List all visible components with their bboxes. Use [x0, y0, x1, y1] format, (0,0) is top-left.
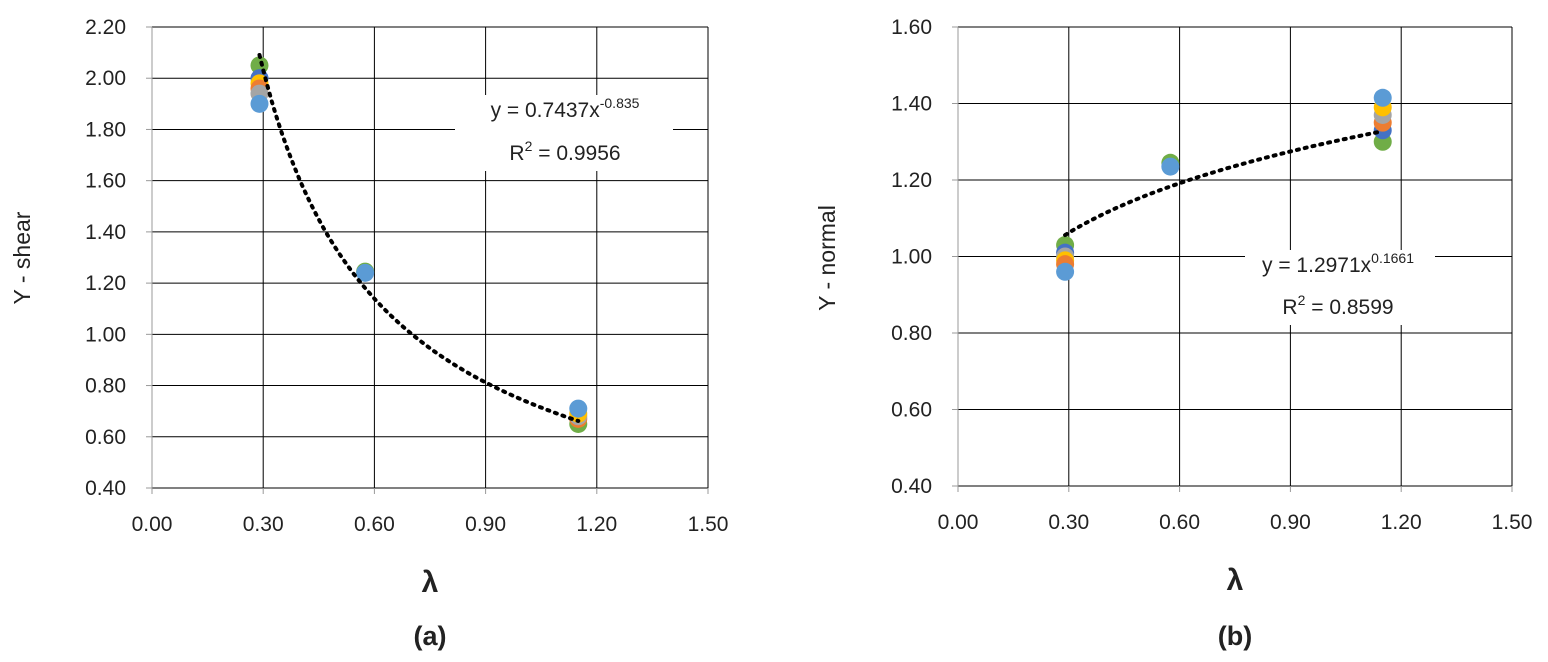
y-tick-label: 1.60	[891, 16, 932, 39]
equation-box	[1245, 250, 1435, 325]
x-tick-label: 1.20	[1381, 511, 1422, 534]
data-point	[1161, 157, 1180, 176]
y-tick-label: 0.40	[891, 475, 932, 498]
y-tick-label: 0.40	[85, 477, 126, 500]
y-axis-label: Y - shear	[9, 211, 35, 304]
y-tick-label: 1.00	[85, 323, 126, 346]
y-tick-label: 0.60	[85, 426, 126, 449]
y-tick-label: 1.60	[85, 170, 126, 193]
y-tick-label: 1.00	[891, 246, 932, 269]
x-tick-label: 0.30	[1048, 511, 1089, 534]
data-point	[1056, 262, 1075, 281]
chart-panel-a: 0.40 0.60 0.80 1.00 1.20 1.40 1.60 1.80 2.00 2.20…	[9, 16, 728, 651]
x-axis-label: λ	[422, 566, 439, 599]
data-point	[250, 94, 269, 113]
panel-label: (b)	[1218, 621, 1252, 651]
x-tick-label: 1.50	[688, 513, 729, 536]
x-axis-label: λ	[1227, 564, 1244, 597]
x-tick-label: 0.00	[132, 513, 173, 536]
r-squared-label: R2 = 0.9956	[509, 138, 620, 165]
y-tick-label: 2.00	[85, 67, 126, 90]
x-tick-label: 0.60	[1159, 511, 1200, 534]
y-axis-label: Y - normal	[814, 205, 840, 311]
chart-panel-b: 0.40 0.60 0.80 1.00 1.20 1.40 1.60 0.00 0.30 0.60…	[814, 16, 1532, 651]
x-tick-label: 0.90	[465, 513, 506, 536]
y-tick-label: 0.80	[85, 375, 126, 398]
trendline-equation: y = 0.7437x-0.835	[491, 95, 640, 122]
x-tick-label: 0.90	[1270, 511, 1311, 534]
data-point	[1373, 88, 1392, 107]
y-tick-label: 1.40	[85, 221, 126, 244]
x-tick-label: 0.00	[938, 511, 979, 534]
data-point	[356, 263, 375, 282]
y-tick-label: 1.20	[85, 272, 126, 295]
x-tick-label: 1.20	[576, 513, 617, 536]
trendline	[257, 53, 581, 423]
y-tick-label: 0.80	[891, 322, 932, 345]
y-tick-label: 1.20	[891, 169, 932, 192]
y-tick-label: 1.40	[891, 93, 932, 116]
y-tick-label: 1.80	[85, 118, 126, 141]
x-tick-label: 0.60	[354, 513, 395, 536]
y-tick-label: 0.60	[891, 399, 932, 422]
trendline-equation: y = 1.2971x0.1661	[1262, 250, 1414, 277]
data-point	[569, 399, 588, 418]
trendline	[1063, 129, 1385, 238]
y-tick-label: 2.20	[85, 16, 126, 39]
x-tick-label: 1.50	[1492, 511, 1533, 534]
r-squared-label: R2 = 0.8599	[1282, 292, 1393, 319]
equation-box	[455, 95, 673, 171]
x-tick-label: 0.30	[243, 513, 284, 536]
panel-label: (a)	[414, 621, 447, 651]
